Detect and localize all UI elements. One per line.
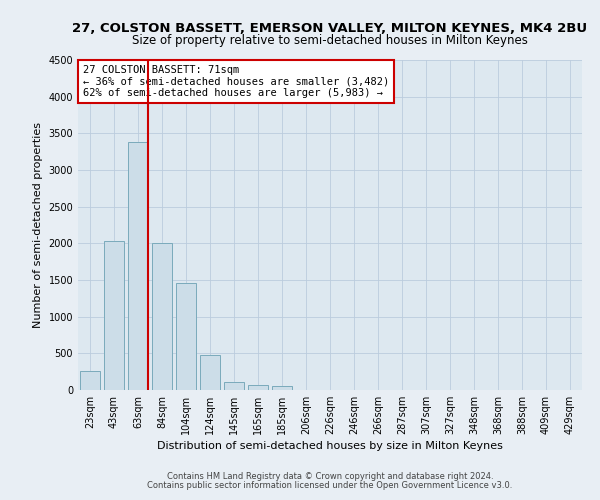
- Bar: [152, 242, 172, 390]
- Bar: [248, 385, 268, 390]
- Bar: [80, 372, 100, 390]
- Text: Contains public sector information licensed under the Open Government Licence v3: Contains public sector information licen…: [148, 481, 512, 490]
- Text: 27, COLSTON BASSETT, EMERSON VALLEY, MILTON KEYNES, MK4 2BU: 27, COLSTON BASSETT, EMERSON VALLEY, MIL…: [73, 22, 587, 36]
- Text: 27 COLSTON BASSETT: 71sqm
← 36% of semi-detached houses are smaller (3,482)
62% : 27 COLSTON BASSETT: 71sqm ← 36% of semi-…: [83, 65, 389, 98]
- Bar: [272, 386, 292, 390]
- Bar: [200, 355, 220, 390]
- Text: Contains HM Land Registry data © Crown copyright and database right 2024.: Contains HM Land Registry data © Crown c…: [167, 472, 493, 481]
- Bar: [104, 241, 124, 390]
- Bar: [128, 142, 148, 390]
- Text: Size of property relative to semi-detached houses in Milton Keynes: Size of property relative to semi-detach…: [132, 34, 528, 47]
- X-axis label: Distribution of semi-detached houses by size in Milton Keynes: Distribution of semi-detached houses by …: [157, 441, 503, 451]
- Bar: [224, 382, 244, 390]
- Bar: [176, 283, 196, 390]
- Y-axis label: Number of semi-detached properties: Number of semi-detached properties: [33, 122, 43, 328]
